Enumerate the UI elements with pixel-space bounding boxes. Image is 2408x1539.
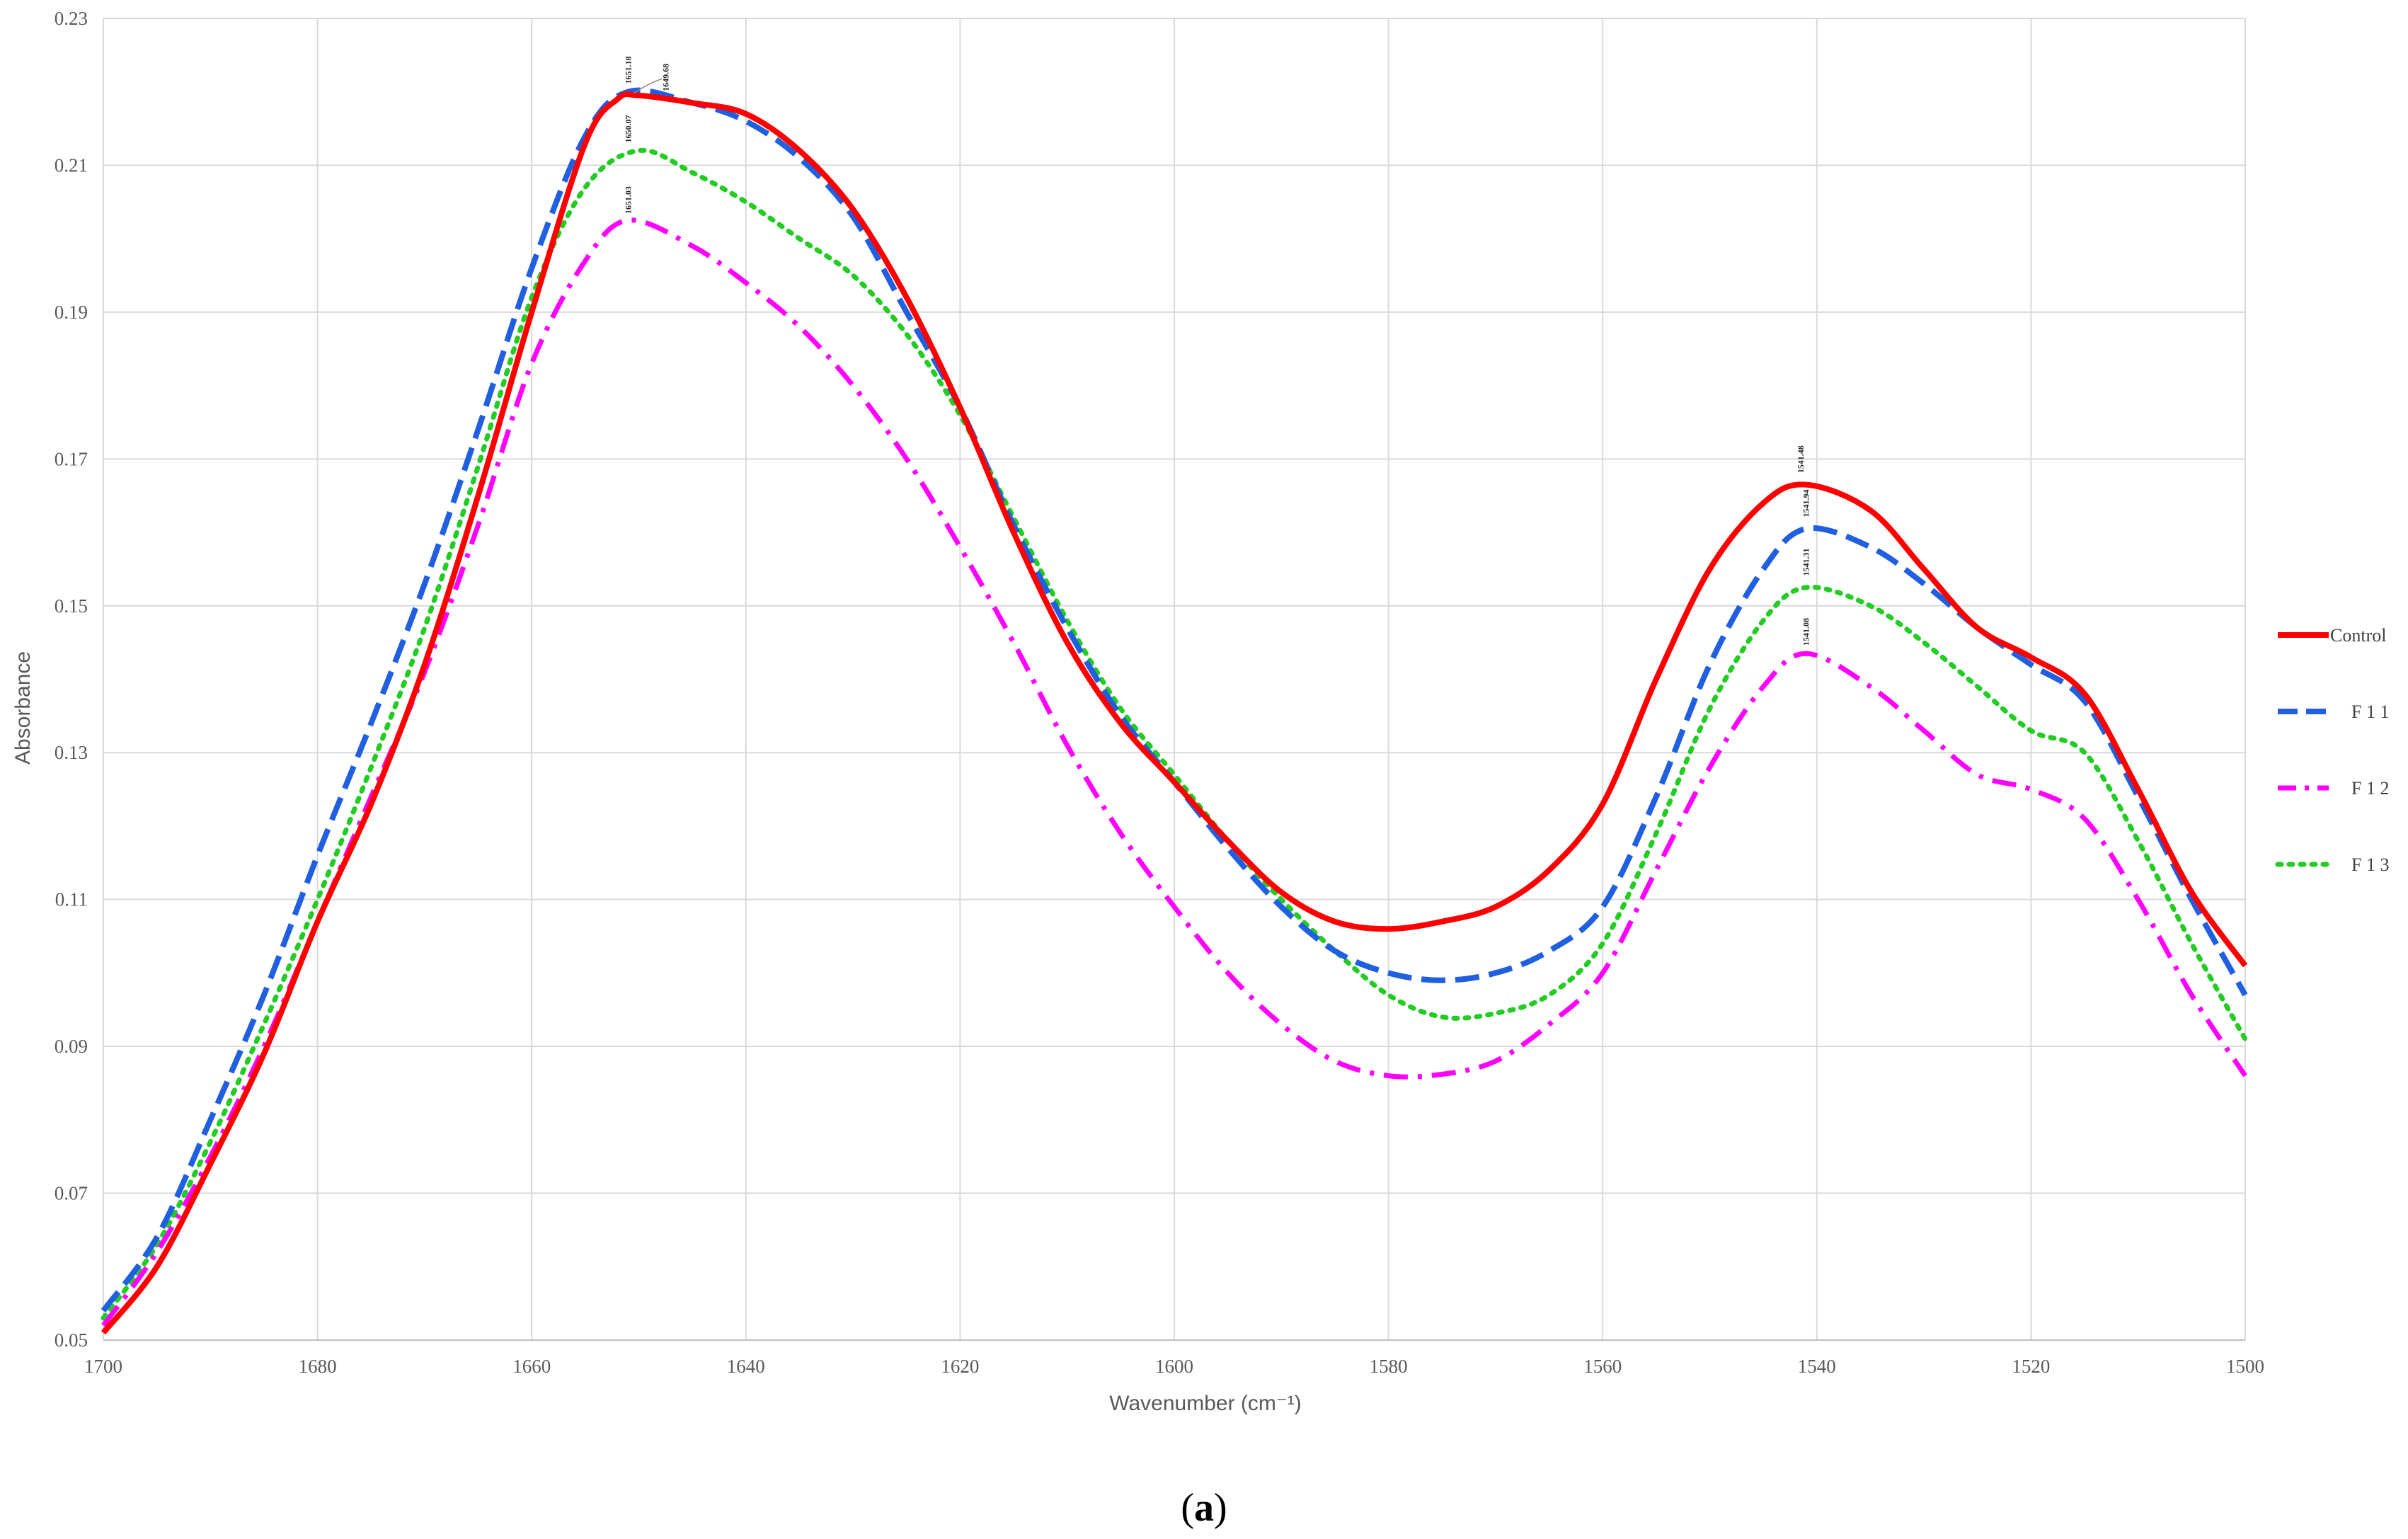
- x-tick-label: 1560: [1583, 1356, 1622, 1377]
- y-tick-label: 0.17: [55, 448, 88, 469]
- series-lines: [101, 87, 2248, 1335]
- axes: 0.05 0.07 0.09 0.11 0.13 0.15 0.17 0.19 0.21 0.23…: [55, 8, 2264, 1377]
- figure-caption: (a): [1181, 1486, 1227, 1530]
- peak-annotation: 1541.48: [1796, 445, 1806, 473]
- x-tick-label: 1660: [512, 1356, 551, 1377]
- caption-letter: a: [1194, 1486, 1214, 1530]
- y-tick-label: 0.05: [55, 1329, 88, 1351]
- x-tick-label: 1640: [727, 1356, 765, 1377]
- x-tick-label: 1500: [2226, 1356, 2264, 1377]
- peak-annotation: 1649.68: [660, 64, 670, 91]
- series-line-control: [101, 91, 2248, 1335]
- y-tick-label: 0.15: [55, 595, 88, 617]
- legend-label: Control: [2330, 625, 2386, 646]
- x-tick-label: 1620: [941, 1356, 979, 1377]
- legend-label: F 1 2: [2351, 778, 2389, 799]
- peak-annotations: 1651.18 1649.68 1650.07 1651.03 1541.48 1541.…: [623, 57, 1811, 646]
- x-tick-label: 1600: [1155, 1356, 1193, 1377]
- gridlines: [103, 18, 2246, 1341]
- legend-label: F 1 1: [2351, 702, 2389, 722]
- x-tick-label: 1680: [299, 1356, 337, 1377]
- y-tick-label: 0.07: [55, 1183, 88, 1204]
- x-axis-title: Wavenumber (cm⁻¹): [1109, 1392, 1301, 1415]
- peak-annotation: 1651.03: [623, 186, 633, 214]
- caption-open-paren: (: [1181, 1486, 1194, 1530]
- series-line-f-1-3: [101, 147, 2248, 1321]
- caption-close-paren: ): [1214, 1486, 1227, 1530]
- y-axis-title: Absorbance: [11, 651, 35, 765]
- peak-annotation: 1541.31: [1801, 549, 1811, 576]
- peak-annotation: 1650.07: [623, 115, 633, 143]
- x-tick-label: 1540: [1798, 1356, 1836, 1377]
- legend-label: F 1 3: [2351, 854, 2389, 875]
- x-tick-label: 1520: [2012, 1356, 2050, 1377]
- peak-annotation: 1541.08: [1801, 618, 1811, 646]
- x-tick-label: 1700: [84, 1356, 122, 1377]
- y-tick-label: 0.09: [55, 1036, 88, 1057]
- x-tick-label: 1580: [1370, 1356, 1408, 1377]
- y-tick-label: 0.19: [55, 302, 88, 323]
- annotation-leader-line: [633, 78, 663, 94]
- peak-annotation: 1541.94: [1801, 490, 1811, 517]
- legend: Control F 1 1 F 1 2 F 1 3: [2275, 625, 2389, 875]
- y-tick-label: 0.21: [55, 154, 88, 176]
- peak-annotation: 1651.18: [623, 57, 633, 84]
- y-tick-label: 0.11: [55, 889, 88, 910]
- y-tick-label: 0.23: [55, 8, 88, 29]
- y-tick-label: 0.13: [55, 742, 88, 763]
